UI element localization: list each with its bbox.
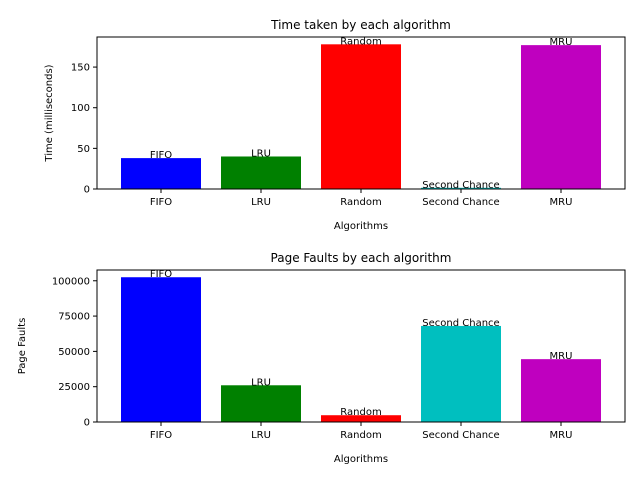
bar-data-label: Second Chance bbox=[422, 318, 499, 329]
x-tick-label: FIFO bbox=[150, 197, 172, 208]
y-tick-label: 100 bbox=[71, 103, 90, 114]
x-tick-label: LRU bbox=[251, 197, 271, 208]
page-faults-chart-x-ticks: FIFO LRU Random Second Chance MRU bbox=[150, 422, 573, 441]
time-chart: Time taken by each algorithm 0 50 100 150 F… bbox=[44, 18, 626, 232]
time-chart-title: Time taken by each algorithm bbox=[270, 18, 451, 32]
bar-random bbox=[321, 415, 401, 422]
time-chart-bar-labels: FIFO LRU Random Second Chance MRU bbox=[150, 36, 573, 190]
bar-mru bbox=[521, 359, 601, 422]
time-chart-x-axis-label: Algorithms bbox=[334, 221, 388, 232]
page-faults-chart-bars bbox=[121, 277, 601, 422]
bar-data-label: LRU bbox=[251, 377, 271, 388]
bar-lru bbox=[221, 156, 301, 189]
page-faults-chart-title: Page Faults by each algorithm bbox=[271, 251, 452, 265]
bar-data-label: FIFO bbox=[150, 150, 172, 161]
x-tick-label: MRU bbox=[550, 197, 573, 208]
bar-random bbox=[321, 44, 401, 190]
time-chart-y-ticks: 0 50 100 150 bbox=[71, 63, 97, 196]
x-tick-label: Second Chance bbox=[422, 430, 499, 441]
y-tick-label: 75000 bbox=[58, 312, 90, 323]
x-tick-label: MRU bbox=[550, 430, 573, 441]
page-faults-chart: Page Faults by each algorithm 0 25000 5000… bbox=[17, 251, 626, 465]
x-tick-label: LRU bbox=[251, 430, 271, 441]
bar-fifo bbox=[121, 277, 201, 422]
y-tick-label: 50 bbox=[77, 144, 90, 155]
y-tick-label: 0 bbox=[84, 185, 90, 196]
page-faults-chart-y-ticks: 0 25000 50000 75000 100000 bbox=[52, 276, 97, 429]
page-faults-chart-x-axis-label: Algorithms bbox=[334, 454, 388, 465]
page-faults-chart-bar-labels: FIFO LRU Random Second Chance MRU bbox=[150, 269, 573, 418]
y-tick-label: 150 bbox=[71, 63, 90, 74]
bar-data-label: MRU bbox=[550, 351, 573, 362]
x-tick-label: FIFO bbox=[150, 430, 172, 441]
x-tick-label: Second Chance bbox=[422, 197, 499, 208]
y-tick-label: 25000 bbox=[58, 382, 90, 393]
time-chart-x-ticks: FIFO LRU Random Second Chance MRU bbox=[150, 189, 573, 208]
bar-data-label: MRU bbox=[550, 37, 573, 48]
bar-second-chance bbox=[421, 187, 501, 189]
y-tick-label: 100000 bbox=[52, 276, 90, 287]
x-tick-label: Random bbox=[340, 197, 381, 208]
bar-data-label: Second Chance bbox=[422, 180, 499, 191]
bar-data-label: Random bbox=[340, 407, 381, 418]
bar-lru bbox=[221, 385, 301, 422]
bar-data-label: FIFO bbox=[150, 269, 172, 280]
bar-mru bbox=[521, 45, 601, 189]
time-chart-bars bbox=[121, 44, 601, 190]
bar-second-chance bbox=[421, 325, 501, 422]
time-chart-y-axis-label: Time (milliseconds) bbox=[44, 64, 55, 162]
y-tick-label: 0 bbox=[84, 418, 90, 429]
bar-data-label: Random bbox=[340, 36, 381, 47]
bar-data-label: LRU bbox=[251, 148, 271, 159]
page-faults-chart-y-axis-label: Page Faults bbox=[17, 318, 28, 375]
y-tick-label: 50000 bbox=[58, 347, 90, 358]
bar-fifo bbox=[121, 158, 201, 189]
x-tick-label: Random bbox=[340, 430, 381, 441]
